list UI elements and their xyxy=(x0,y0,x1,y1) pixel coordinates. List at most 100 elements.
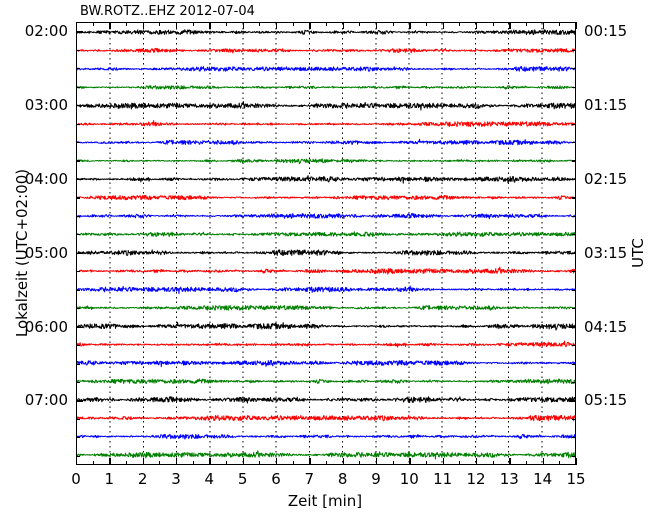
x-tick-bottom xyxy=(276,458,278,465)
y-tick-right xyxy=(569,326,576,328)
y-tick-left xyxy=(76,418,80,421)
x-tick-top-minor xyxy=(526,22,528,26)
y-tick-right xyxy=(572,142,576,144)
x-axis-title: Zeit [min] xyxy=(287,492,363,510)
x-tick-label: 12 xyxy=(466,470,486,488)
y-tick-left xyxy=(76,455,80,457)
y-tick-label-right: 05:15 xyxy=(584,391,628,410)
x-tick-top-minor xyxy=(126,22,128,26)
x-tick-top-minor xyxy=(459,22,461,26)
y-tick-label-right: 00:15 xyxy=(584,22,628,41)
x-tick-bottom-minor xyxy=(526,461,528,465)
x-tick-top xyxy=(309,22,311,29)
y-tick-left xyxy=(76,68,80,70)
y-tick-right xyxy=(572,308,576,310)
y-tick-left xyxy=(76,31,83,33)
x-tick-bottom xyxy=(442,458,445,465)
x-tick-top-minor xyxy=(359,22,361,26)
x-tick-top xyxy=(176,22,178,29)
plot-canvas xyxy=(77,23,575,464)
y-tick-right xyxy=(572,49,576,51)
chart-title: BW.ROTZ..EHZ 2012-07-04 xyxy=(80,4,255,19)
y-tick-right xyxy=(572,271,576,273)
x-tick-bottom-minor xyxy=(126,461,128,465)
x-tick-label: 3 xyxy=(171,470,181,488)
x-tick-top xyxy=(409,22,411,29)
y-tick-left xyxy=(76,86,80,88)
x-tick-bottom xyxy=(342,458,345,465)
y-tick-left xyxy=(76,178,83,181)
x-tick-label: 2 xyxy=(137,470,148,488)
x-tick-top xyxy=(276,22,278,29)
x-tick-label: 4 xyxy=(204,470,215,488)
x-tick-bottom-minor xyxy=(359,461,361,465)
y-tick-right xyxy=(572,197,576,199)
y-tick-label-right: 03:15 xyxy=(584,243,628,262)
y-tick-left xyxy=(76,308,80,310)
y-tick-right xyxy=(572,345,576,347)
grid-lines xyxy=(109,23,543,464)
x-tick-label: 13 xyxy=(499,470,519,488)
x-tick-bottom-minor xyxy=(459,461,461,465)
x-tick-label: 9 xyxy=(371,470,381,488)
y-tick-left xyxy=(76,252,83,255)
y-tick-label-left: 02:00 xyxy=(24,22,68,41)
plot-area xyxy=(76,22,576,465)
y-tick-right xyxy=(572,418,576,421)
x-tick-bottom xyxy=(409,458,411,465)
x-tick-top xyxy=(476,22,478,29)
x-tick-top xyxy=(342,22,345,29)
x-tick-bottom xyxy=(476,458,478,465)
x-tick-label: 0 xyxy=(71,470,81,488)
x-tick-top xyxy=(142,22,145,29)
x-tick-top xyxy=(376,22,378,29)
x-tick-top xyxy=(576,22,578,29)
x-tick-top-minor xyxy=(426,22,428,26)
y-tick-right xyxy=(572,437,576,439)
x-tick-label: 7 xyxy=(304,470,315,488)
x-tick-top xyxy=(209,22,211,29)
x-tick-top xyxy=(242,22,245,29)
x-tick-bottom-minor xyxy=(226,461,228,465)
y-tick-left xyxy=(76,437,80,439)
y-tick-label-left: 06:00 xyxy=(24,317,68,336)
y-tick-right xyxy=(569,31,576,33)
x-tick-bottom-minor xyxy=(559,461,561,465)
x-tick-top-minor xyxy=(92,22,94,26)
x-tick-bottom-minor xyxy=(259,461,261,465)
x-tick-bottom xyxy=(542,458,545,465)
x-tick-top xyxy=(109,22,111,29)
y-tick-left xyxy=(76,345,80,347)
y-tick-right xyxy=(572,160,576,162)
y-tick-right xyxy=(572,86,576,88)
y-tick-left xyxy=(76,271,80,273)
y-tick-left xyxy=(76,326,83,328)
x-tick-bottom xyxy=(109,458,111,465)
y-tick-left xyxy=(76,289,80,291)
y-tick-right xyxy=(572,363,576,365)
x-tick-label: 1 xyxy=(104,470,115,488)
y-axis-title-right: UTC xyxy=(629,238,647,268)
y-tick-left xyxy=(76,105,83,107)
x-tick-bottom-minor xyxy=(192,461,194,465)
y-tick-label-left: 07:00 xyxy=(24,391,68,410)
x-tick-bottom xyxy=(176,458,178,465)
x-tick-bottom-minor xyxy=(492,461,494,465)
x-tick-top-minor xyxy=(159,22,161,26)
x-tick-top-minor xyxy=(192,22,194,26)
x-tick-top xyxy=(542,22,545,29)
x-tick-bottom-minor xyxy=(292,461,294,465)
seismic-traces xyxy=(77,29,575,460)
x-tick-label: 10 xyxy=(399,470,419,488)
x-tick-bottom xyxy=(509,458,511,465)
x-tick-bottom xyxy=(209,458,211,465)
x-tick-label: 5 xyxy=(237,470,248,488)
y-tick-right xyxy=(572,123,576,125)
y-tick-right xyxy=(569,252,576,255)
y-tick-right xyxy=(572,234,576,236)
x-tick-top-minor xyxy=(392,22,394,26)
y-tick-left xyxy=(76,142,80,144)
y-tick-right xyxy=(572,455,576,457)
x-tick-top-minor xyxy=(559,22,561,26)
